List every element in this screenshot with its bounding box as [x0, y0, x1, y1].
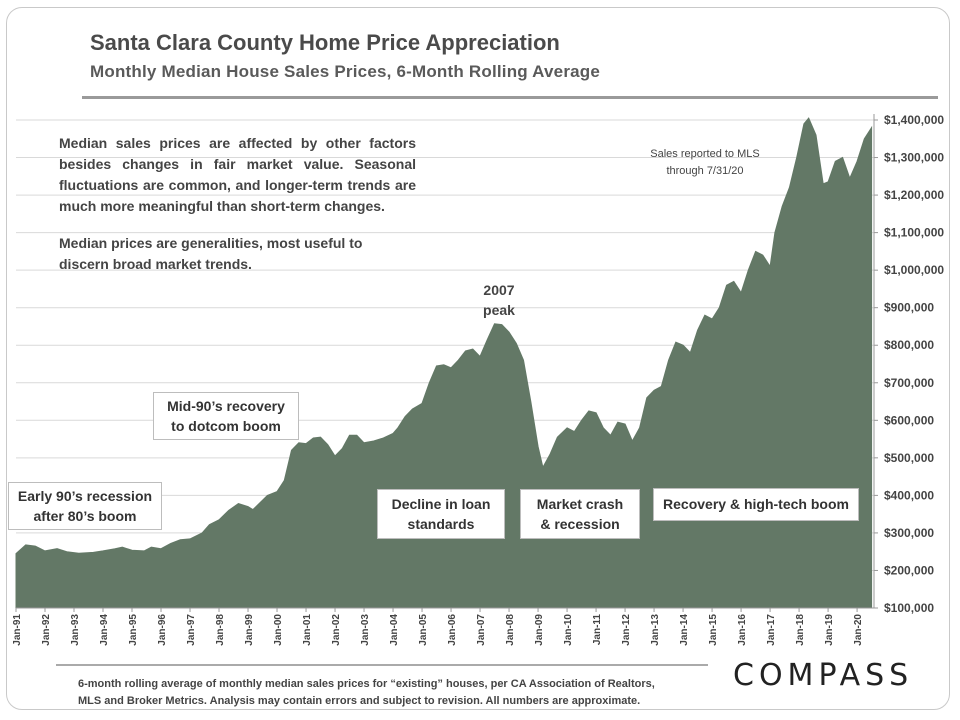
x-tick-label: Jan-92 — [41, 614, 52, 646]
x-tick-label: Jan-04 — [389, 614, 400, 646]
chart-subtitle: Monthly Median House Sales Prices, 6-Mon… — [90, 62, 601, 81]
chart-title: Santa Clara County Home Price Appreciati… — [90, 30, 560, 55]
recovery-callout-label: Recovery & high-tech boom — [663, 496, 849, 512]
x-tick-label: Jan-96 — [157, 614, 168, 646]
x-tick-label: Jan-16 — [737, 614, 748, 646]
x-tick-label: Jan-98 — [215, 614, 226, 646]
title-divider — [82, 96, 938, 99]
slide-frame — [6, 7, 950, 710]
x-tick-label: Jan-00 — [273, 614, 284, 646]
x-tick-label: Jan-95 — [128, 614, 139, 646]
peak-annotation-line2: peak — [483, 302, 515, 318]
y-tick-label: $200,000 — [884, 563, 934, 577]
x-tick-label: Jan-99 — [244, 614, 255, 646]
y-tick-label: $1,000,000 — [884, 263, 944, 277]
y-tick-label: $1,300,000 — [884, 151, 944, 165]
x-tick-label: Jan-07 — [476, 614, 487, 646]
x-tick-label: Jan-15 — [708, 614, 719, 646]
mid-90s-callout-line2: to dotcom boom — [171, 418, 281, 434]
peak-annotation-line1: 2007 — [483, 282, 515, 298]
x-tick-label: Jan-03 — [360, 614, 371, 646]
x-tick-label: Jan-93 — [70, 614, 81, 646]
mid-90s-callout-line1: Mid-90’s recovery — [167, 398, 285, 414]
y-tick-label: $600,000 — [884, 413, 934, 427]
x-tick-label: Jan-05 — [418, 614, 429, 646]
decline-callout-line1: Decline in loan — [391, 496, 491, 512]
y-tick-label: $300,000 — [884, 526, 934, 540]
x-tick-label: Jan-01 — [302, 614, 313, 646]
decline-callout-line2: standards — [407, 516, 475, 532]
x-tick-label: Jan-10 — [563, 614, 574, 646]
footer-note-line2: MLS and Broker Metrics. Analysis may con… — [78, 695, 641, 707]
decline-callout: Decline in loan standards — [377, 489, 505, 539]
compass-logo: COMPASS — [733, 658, 914, 693]
early-90s-callout-line2: after 80’s boom — [33, 508, 137, 524]
footer-divider — [56, 664, 708, 666]
mls-annotation-line2: through 7/31/20 — [666, 165, 744, 177]
x-tick-label: Jan-97 — [186, 614, 197, 646]
y-tick-label: $1,200,000 — [884, 188, 944, 202]
mls-annotation-line1: Sales reported to MLS — [650, 148, 760, 160]
x-tick-label: Jan-14 — [679, 614, 690, 646]
x-tick-label: Jan-13 — [650, 614, 661, 646]
footer-note-line1: 6-month rolling average of monthly media… — [78, 678, 655, 690]
x-tick-label: Jan-11 — [592, 614, 603, 646]
x-tick-label: Jan-12 — [621, 614, 632, 646]
x-tick-label: Jan-06 — [447, 614, 458, 646]
x-tick-label: Jan-19 — [824, 614, 835, 646]
footer-note: 6-month rolling average of monthly media… — [78, 676, 655, 710]
early-90s-callout: Early 90’s recession after 80’s boom — [8, 482, 162, 530]
x-tick-label: Jan-02 — [331, 614, 342, 646]
price-area-series — [15, 117, 873, 609]
x-tick-label: Jan-09 — [534, 614, 545, 646]
crash-callout-line2: & recession — [540, 516, 620, 532]
y-tick-label: $900,000 — [884, 301, 934, 315]
x-tick-label: Jan-18 — [795, 614, 806, 646]
early-90s-callout-line1: Early 90’s recession — [17, 488, 153, 504]
y-tick-label: $100,000 — [884, 601, 934, 615]
crash-callout: Market crash & recession — [520, 489, 640, 539]
x-tick-label: Jan-17 — [766, 614, 777, 646]
y-tick-label: $1,100,000 — [884, 226, 944, 240]
y-tick-label: $500,000 — [884, 451, 934, 465]
mls-annotation: Sales reported to MLS through 7/31/20 — [640, 146, 770, 180]
peak-annotation: 2007 peak — [468, 280, 530, 320]
y-tick-label: $700,000 — [884, 376, 934, 390]
mid-90s-callout: Mid-90’s recovery to dotcom boom — [153, 392, 299, 440]
note-paragraph-2: Median prices are generalities, most use… — [59, 235, 363, 272]
y-tick-label: $1,400,000 — [884, 113, 944, 127]
x-tick-label: Jan-08 — [505, 614, 516, 646]
crash-callout-line1: Market crash — [536, 496, 624, 512]
x-tick-label: Jan-94 — [99, 614, 110, 646]
x-tick-label: Jan-91 — [12, 614, 23, 646]
y-tick-label: $400,000 — [884, 488, 934, 502]
note-paragraph-1: Median sales prices are affected by othe… — [59, 135, 416, 214]
y-tick-label: $800,000 — [884, 338, 934, 352]
x-tick-label: Jan-20 — [853, 614, 864, 646]
recovery-callout: Recovery & high-tech boom — [653, 488, 859, 521]
